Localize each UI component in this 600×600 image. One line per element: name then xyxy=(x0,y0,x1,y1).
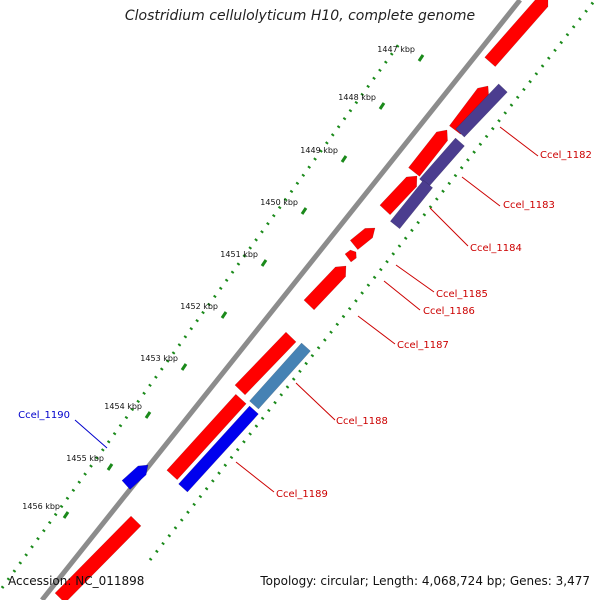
gene-feature-arrow xyxy=(121,464,149,490)
gene-feature-arrow xyxy=(249,342,311,410)
gene-label-leader xyxy=(499,126,539,157)
ruler-tick xyxy=(62,511,70,519)
ruler-tick-label: 1450 kbp xyxy=(260,198,298,207)
ruler-tick-label: 1456 kbp xyxy=(22,502,60,511)
gene-feature-arrow xyxy=(303,265,347,311)
ruler-dotted-line xyxy=(0,39,404,589)
gene-feature-arrow xyxy=(484,0,549,67)
gene-label: Ccel_1185 xyxy=(436,289,488,300)
gene-label-leader xyxy=(74,419,108,449)
ruler-tick xyxy=(378,102,386,110)
ruler-tick xyxy=(417,54,425,62)
map-title: Clostridium cellulolyticum H10, complete… xyxy=(124,8,476,24)
ruler-tick xyxy=(260,259,268,267)
gene-label: Ccel_1182 xyxy=(540,150,592,161)
inner-dotted-line xyxy=(148,0,597,561)
gene-feature-arrow xyxy=(389,179,434,230)
gene-label: Ccel_1188 xyxy=(336,416,388,427)
ruler-tick xyxy=(220,311,228,319)
gene-label: Ccel_1189 xyxy=(276,489,328,500)
ruler-tick-label: 1453 kbp xyxy=(140,354,178,363)
accession-text: Accession: NC_011898 xyxy=(8,574,145,588)
ruler-tick-label: 1449 kbp xyxy=(300,146,338,155)
ruler-tick xyxy=(180,363,188,371)
gene-feature-arrow xyxy=(455,83,508,138)
ruler-ticks: 1447 kbp 1448 kbp 1449 kbp 1450 kbp 1451 kbp… xyxy=(22,45,425,519)
ruler-tick-label: 1448 kbp xyxy=(338,93,376,102)
gene-feature-arrow xyxy=(178,405,259,493)
gene-labels: Ccel_1182 Ccel_1183 Ccel_1184 Ccel_1185 Ccel… xyxy=(18,150,592,500)
ruler-tick-label: 1454 kbp xyxy=(104,402,142,411)
gene-features xyxy=(54,0,549,600)
gene-feature-arrow xyxy=(408,129,448,177)
gene-label: Ccel_1190 xyxy=(18,410,70,421)
gene-label-leader xyxy=(461,176,501,207)
gene-label: Ccel_1187 xyxy=(397,340,449,351)
gene-label-leader xyxy=(295,382,336,421)
ruler-tick xyxy=(340,155,348,163)
ruler-tick-label: 1447 kbp xyxy=(377,45,415,54)
gene-label-leaders xyxy=(74,126,539,493)
ruler-tick-label: 1452 kbp xyxy=(180,302,218,311)
gene-feature-arrow xyxy=(349,227,376,251)
gene-label-leader xyxy=(383,280,421,311)
gene-label: Ccel_1183 xyxy=(503,200,555,211)
gene-feature-arrow xyxy=(166,393,247,481)
summary-text: Topology: circular; Length: 4,068,724 bp… xyxy=(260,574,590,588)
gene-label-leader xyxy=(395,264,435,293)
ruler-tick-label: 1455 kbp xyxy=(66,454,104,463)
genome-backbone xyxy=(40,0,522,600)
gene-label-leader xyxy=(429,207,469,247)
gene-label-leader xyxy=(357,315,396,345)
ruler-tick xyxy=(106,463,114,471)
ruler-tick xyxy=(300,207,308,215)
gene-feature-arrow xyxy=(234,331,297,396)
gene-feature-arrow xyxy=(54,515,142,600)
gene-label: Ccel_1184 xyxy=(470,243,522,254)
gene-label-leader xyxy=(235,461,275,493)
gene-feature-arrow xyxy=(344,249,357,263)
ruler-tick xyxy=(144,411,152,419)
ruler-tick-label: 1451 kbp xyxy=(220,250,258,259)
gene-label: Ccel_1186 xyxy=(423,306,475,317)
gene-feature-arrow xyxy=(379,175,418,216)
